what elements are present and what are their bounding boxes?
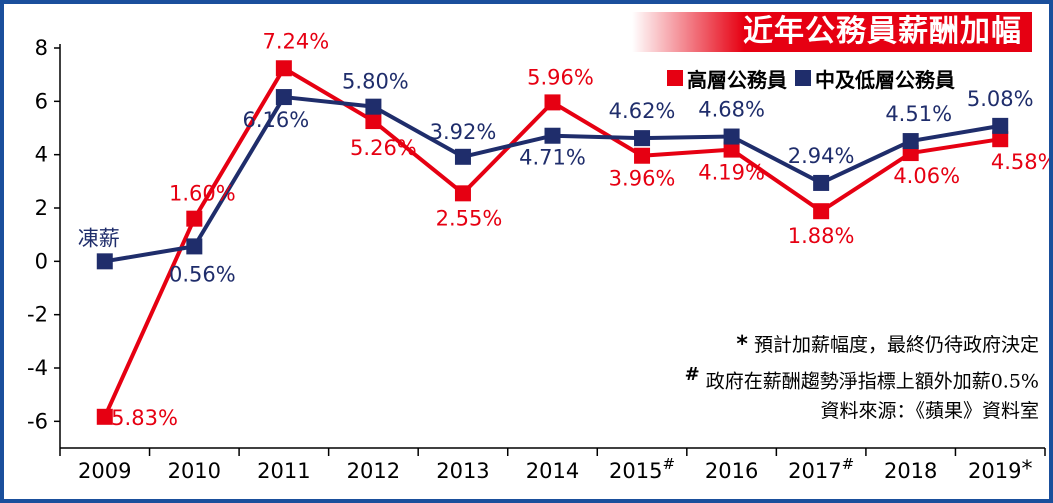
point-junior-2009 xyxy=(96,253,113,270)
point-junior-2016 xyxy=(723,128,740,145)
point-junior-2018 xyxy=(902,133,919,150)
line-chart: -6 -4 -2 0 2 4 6 8 2009 2010 2011 2012 2013 2014 2015#… xyxy=(27,29,1049,483)
x-tick-label-2017: 2017# xyxy=(788,455,854,483)
data-label-senior-2019: 4.58% xyxy=(991,150,1049,174)
y-tick-label-0: 0 xyxy=(35,249,48,273)
point-senior-2012 xyxy=(365,113,382,130)
data-label-senior-2017: 1.88% xyxy=(788,224,855,248)
footnote-hash-mark: # xyxy=(684,364,700,385)
legend: 高層公務員 中及低層公務員 xyxy=(667,64,955,92)
point-senior-2011 xyxy=(275,60,292,77)
x-tick-label-2016: 2016 xyxy=(705,459,758,483)
footnotes: * 預計加薪幅度，最終仍待政府決定 # 政府在薪酬趨勢淨指標上額外加薪0.5% … xyxy=(584,330,1039,426)
point-senior-2015 xyxy=(634,147,651,164)
data-label-senior-2014: 5.96% xyxy=(527,65,594,89)
point-junior-2014 xyxy=(544,127,561,144)
data-label-junior-2014: 4.71% xyxy=(519,146,586,170)
y-tick-label-2: 2 xyxy=(35,196,48,220)
footnote-hash: # 政府在薪酬趨勢淨指標上額外加薪0.5% xyxy=(584,360,1039,396)
legend-swatch-senior xyxy=(667,70,683,86)
y-tick-label--2: -2 xyxy=(27,303,48,327)
point-senior-2009 xyxy=(96,408,113,425)
x-tick-mark: * xyxy=(1021,457,1032,482)
data-label-junior-2018: 4.51% xyxy=(885,102,952,126)
point-junior-2019 xyxy=(992,117,1009,134)
footnote-star-text: 預計加薪幅度，最終仍待政府決定 xyxy=(753,334,1039,356)
data-label-senior-2015: 3.96% xyxy=(609,167,676,191)
data-label-senior-2011: 7.24% xyxy=(263,29,330,53)
footnote-star: * 預計加薪幅度，最終仍待政府決定 xyxy=(584,330,1039,360)
point-senior-2013 xyxy=(454,185,471,202)
footnote-source: 資料來源：《蘋果》資料室 xyxy=(820,400,1039,423)
x-tick-label-2009: 2009 xyxy=(78,459,131,483)
chart-title: 近年公務員薪酬加幅 xyxy=(632,12,1032,52)
legend-label-senior: 高層公務員 xyxy=(687,67,787,92)
series-line-junior xyxy=(104,95,1001,264)
y-tick-label--4: -4 xyxy=(27,356,48,380)
annotation-freeze: 凍薪 xyxy=(78,226,120,250)
x-tick-label-2010: 2010 xyxy=(168,459,221,483)
y-tick-label-4: 4 xyxy=(35,143,48,167)
point-junior-2010 xyxy=(186,238,203,255)
x-tick-mark: # xyxy=(842,455,855,473)
point-junior-2012 xyxy=(365,98,382,115)
point-senior-2010 xyxy=(186,210,203,227)
data-label-junior-2016: 4.68% xyxy=(698,98,765,122)
data-label-junior-2012: 5.80% xyxy=(342,70,409,94)
legend-item-senior: 高層公務員 xyxy=(667,64,787,93)
point-senior-2019 xyxy=(992,131,1009,148)
legend-swatch-junior xyxy=(795,70,811,86)
y-tick-label-8: 8 xyxy=(35,36,48,60)
x-tick-label-2019: 2019* xyxy=(968,457,1032,483)
data-label-junior-2013: 3.92% xyxy=(430,120,497,144)
x-tick-label-2013: 2013 xyxy=(436,459,489,483)
legend-label-junior: 中及低層公務員 xyxy=(815,67,955,92)
data-label-senior-2010: 1.60% xyxy=(169,182,236,206)
data-label-junior-2019: 5.08% xyxy=(967,87,1034,111)
x-tick-label-2011: 2011 xyxy=(257,459,310,483)
data-label-senior-2016: 4.19% xyxy=(698,161,765,185)
data-label-senior-2009: -5.83% xyxy=(104,406,178,430)
point-junior-2017 xyxy=(813,174,830,191)
x-tick-label-2012: 2012 xyxy=(347,459,400,483)
point-senior-2016 xyxy=(723,141,740,158)
point-junior-2011 xyxy=(275,89,292,106)
legend-item-junior: 中及低層公務員 xyxy=(795,64,955,93)
data-label-senior-2012: 5.26% xyxy=(350,136,417,160)
footnote-hash-text: 政府在薪酬趨勢淨指標上額外加薪0.5% xyxy=(705,370,1039,393)
data-label-junior-2011: 6.16% xyxy=(243,108,310,132)
point-junior-2013 xyxy=(454,148,471,165)
data-label-junior-2010: 0.56% xyxy=(169,262,236,286)
point-junior-2015 xyxy=(634,130,651,147)
y-tick-label--6: -6 xyxy=(27,409,48,433)
chart-panel: -6 -4 -2 0 2 4 6 8 2009 2010 2011 2012 2013 2014 2015#… xyxy=(4,4,1049,499)
point-senior-2017 xyxy=(813,203,830,220)
x-tick-label-2018: 2018 xyxy=(884,459,937,483)
footnote-star-mark: * xyxy=(736,332,748,357)
data-label-senior-2013: 2.55% xyxy=(436,206,503,230)
x-tick-label-2015: 2015# xyxy=(609,455,675,483)
x-tick-label-2014: 2014 xyxy=(526,459,579,483)
x-tick-mark: # xyxy=(662,455,675,473)
data-label-senior-2018: 4.06% xyxy=(893,164,960,188)
data-label-junior-2017: 2.94% xyxy=(788,144,855,168)
data-label-junior-2015: 4.62% xyxy=(609,99,676,123)
point-senior-2014 xyxy=(544,94,561,111)
y-tick-label-6: 6 xyxy=(35,89,48,113)
